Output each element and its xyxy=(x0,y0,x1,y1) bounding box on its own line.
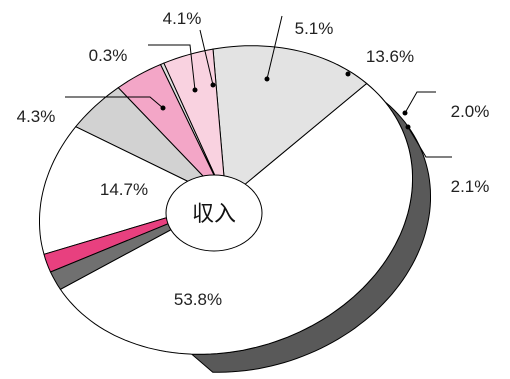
pie-slice-4 xyxy=(117,63,227,201)
leader-line-2 xyxy=(65,96,164,109)
pie-slice-5 xyxy=(74,87,227,201)
slice-label-2: 4.3% xyxy=(17,107,56,126)
leader-line-4 xyxy=(199,29,214,86)
center-label: 収入 xyxy=(192,202,236,227)
pie-slice-1 xyxy=(212,45,368,201)
slice-label-1: 14.7% xyxy=(100,180,148,199)
pie-slices xyxy=(39,45,413,355)
pie-slice-2 xyxy=(163,48,227,201)
leader-dot-2 xyxy=(160,105,166,111)
slice-label-6: 13.6% xyxy=(366,47,414,66)
slice-label-0: 53.8% xyxy=(174,290,222,309)
leader-dot-3 xyxy=(192,87,198,93)
leader-line-7 xyxy=(404,91,436,114)
slice-labels: 53.8% 14.7% 4.3% 0.3% 4.1% 5.1% 13.6% 2.0% 2.1% xyxy=(17,9,490,309)
pie-slice-6 xyxy=(39,126,228,255)
leader-line-8 xyxy=(407,126,452,158)
slice-label-8: 2.1% xyxy=(451,177,490,196)
leader-line-3 xyxy=(148,44,196,91)
leader-dot-5 xyxy=(264,76,270,82)
center-hole xyxy=(165,174,263,252)
slice-label-7: 2.0% xyxy=(451,102,490,121)
leader-lines xyxy=(65,15,452,158)
leader-dot-6 xyxy=(345,71,351,77)
slice-label-3: 0.3% xyxy=(89,46,128,65)
leader-dot-4 xyxy=(210,82,216,88)
slice-label-5: 5.1% xyxy=(295,19,334,38)
leader-line-5 xyxy=(266,15,283,80)
slice-label-4: 4.1% xyxy=(163,9,202,28)
leader-dot-7 xyxy=(402,110,408,116)
leader-dot-8 xyxy=(405,124,411,130)
